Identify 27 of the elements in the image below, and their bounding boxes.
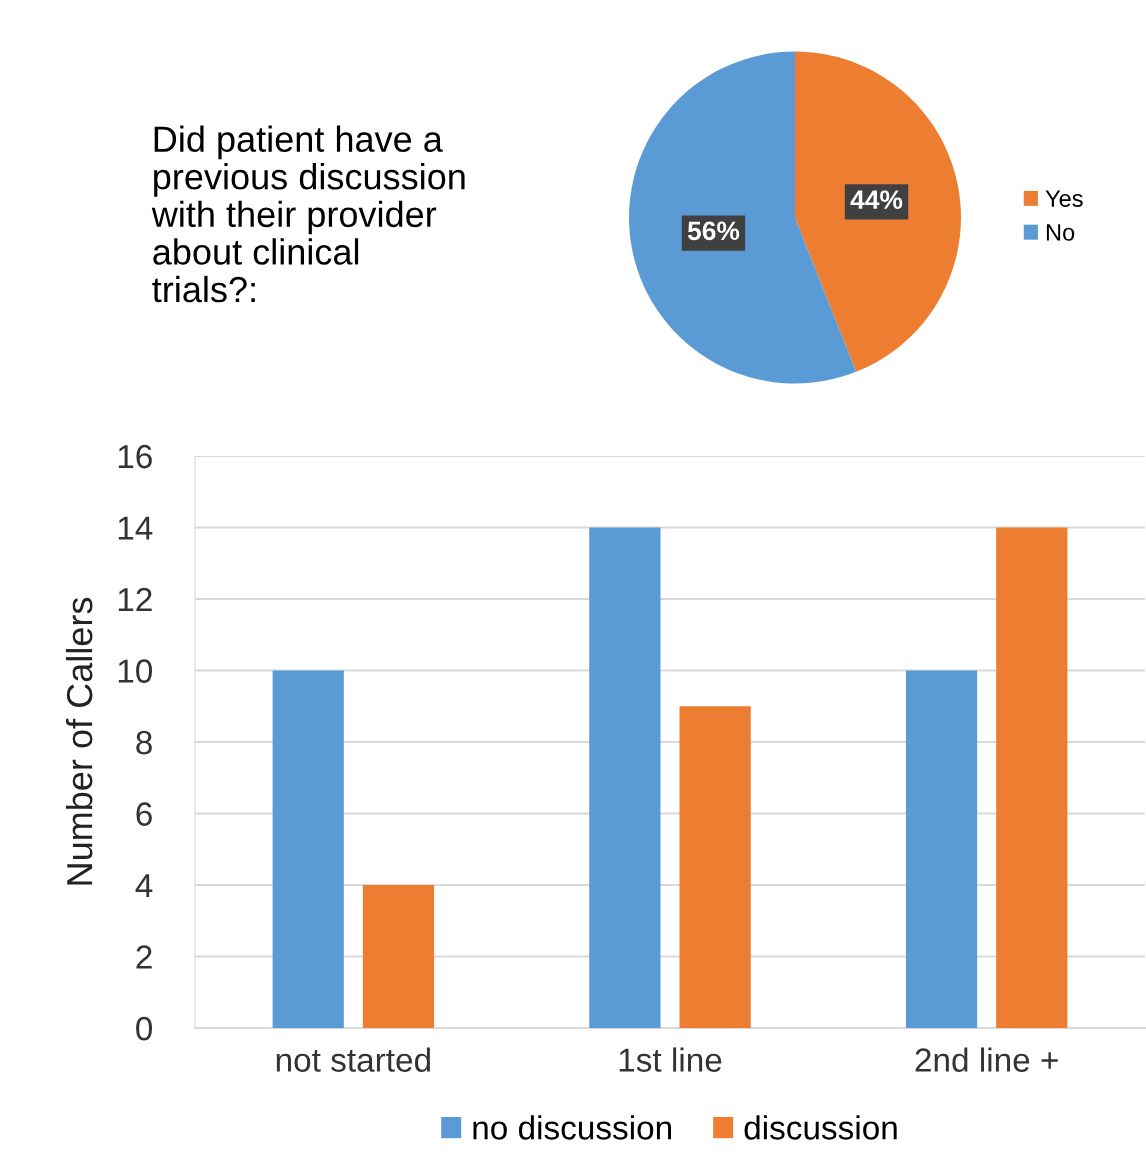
y-axis-title: Number of Callers bbox=[65, 597, 93, 885]
text: Did patient have a previous discussion with their provider about clinical trials?: bbox=[151, 125, 465, 303]
y-tick-label: 16 bbox=[118, 444, 152, 469]
y-tick-label: 14 bbox=[118, 516, 153, 540]
bar bbox=[272, 670, 344, 1028]
legend-label: discussion bbox=[744, 1115, 897, 1140]
data-label: 44% bbox=[850, 190, 903, 209]
bar bbox=[905, 670, 978, 1028]
bar bbox=[589, 527, 661, 1028]
y-tick-label: 2 bbox=[136, 945, 152, 969]
y-tick-label: 4 bbox=[135, 874, 153, 898]
y-tick-label: 6 bbox=[136, 802, 152, 826]
y-tick-label: 10 bbox=[118, 659, 153, 683]
bar bbox=[362, 885, 435, 1028]
x-tick-label: 1st line bbox=[619, 1047, 722, 1072]
legend-label: Yes bbox=[1045, 190, 1083, 207]
legend-label: no discussion bbox=[473, 1115, 672, 1140]
y-tick-label: 0 bbox=[136, 1016, 153, 1041]
bar bbox=[996, 527, 1068, 1028]
x-tick-label: 2nd line + bbox=[915, 1047, 1058, 1072]
y-tick-label: 8 bbox=[136, 730, 152, 755]
legend-label: No bbox=[1046, 224, 1075, 241]
pie-slice bbox=[795, 51, 961, 372]
data-label: 56% bbox=[687, 221, 740, 241]
y-tick-label: 12 bbox=[118, 587, 152, 612]
bar bbox=[679, 706, 751, 1028]
x-tick-label: not started bbox=[276, 1047, 430, 1072]
